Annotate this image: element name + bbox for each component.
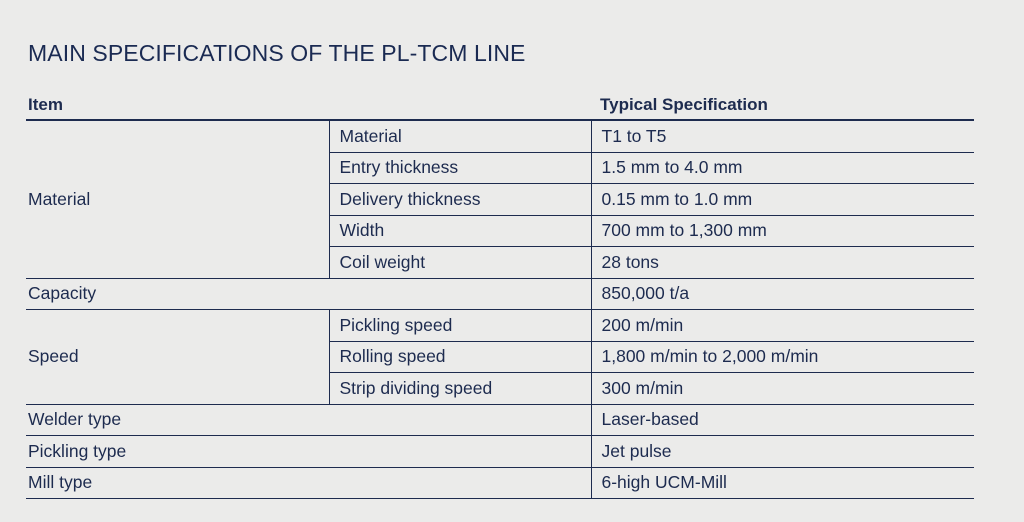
row-value-welder-type: Laser-based — [590, 404, 974, 436]
table-row: Material Material T1 to T5 — [26, 120, 974, 279]
row-label-pickling-type: Pickling type — [26, 435, 591, 468]
table-row: Coil weight 28 tons — [26, 246, 974, 279]
row-value: 1,800 m/min to 2,000 m/min — [590, 341, 974, 373]
row-label-mill-type: Mill type — [26, 467, 591, 499]
table-row: Width 700 mm to 1,300 mm — [26, 215, 974, 247]
row-value: 700 mm to 1,300 mm — [590, 215, 974, 247]
row-value: T1 to T5 — [590, 120, 974, 153]
header-item: Item — [26, 91, 591, 121]
row-label: Pickling speed — [328, 309, 591, 342]
header-typical-specification: Typical Specification — [591, 91, 974, 121]
table-row: Strip dividing speed 300 m/min — [26, 372, 974, 405]
row-value: 1.5 mm to 4.0 mm — [590, 152, 974, 184]
row-label: Material — [328, 120, 591, 153]
row-label-capacity: Capacity — [26, 278, 591, 310]
row-label: Width — [328, 215, 591, 247]
table-header-row: Item Typical Specification — [26, 91, 974, 121]
group-material: Material — [26, 120, 329, 279]
table-row: Speed Pickling speed 200 m/min — [26, 309, 974, 405]
table-row: Capacity 850,000 t/a — [26, 278, 974, 310]
row-value-mill-type: 6-high UCM-Mill — [590, 467, 974, 499]
row-value-capacity: 850,000 t/a — [590, 278, 974, 310]
row-value: 300 m/min — [590, 372, 974, 405]
page-title: MAIN SPECIFICATIONS OF THE PL-TCM LINE — [28, 40, 526, 66]
row-label: Rolling speed — [328, 341, 591, 373]
table-row: Welder type Laser-based — [26, 404, 974, 436]
group-speed: Speed — [26, 309, 329, 405]
row-label: Coil weight — [328, 246, 591, 279]
table-row: Entry thickness 1.5 mm to 4.0 mm — [26, 152, 974, 184]
row-label: Strip dividing speed — [328, 372, 591, 405]
specifications-table: Item Typical Specification Material Mate… — [26, 91, 974, 499]
row-label-welder-type: Welder type — [26, 404, 591, 436]
row-value: 0.15 mm to 1.0 mm — [590, 183, 974, 216]
table-row: Delivery thickness 0.15 mm to 1.0 mm — [26, 183, 974, 216]
table-row: Pickling type Jet pulse — [26, 435, 974, 468]
row-value-pickling-type: Jet pulse — [590, 435, 974, 468]
row-value: 28 tons — [590, 246, 974, 279]
table-row: Mill type 6-high UCM-Mill — [26, 467, 974, 499]
row-value: 200 m/min — [590, 309, 974, 342]
row-label: Entry thickness — [328, 152, 591, 184]
row-label: Delivery thickness — [328, 183, 591, 216]
table-row: Rolling speed 1,800 m/min to 2,000 m/min — [26, 341, 974, 373]
